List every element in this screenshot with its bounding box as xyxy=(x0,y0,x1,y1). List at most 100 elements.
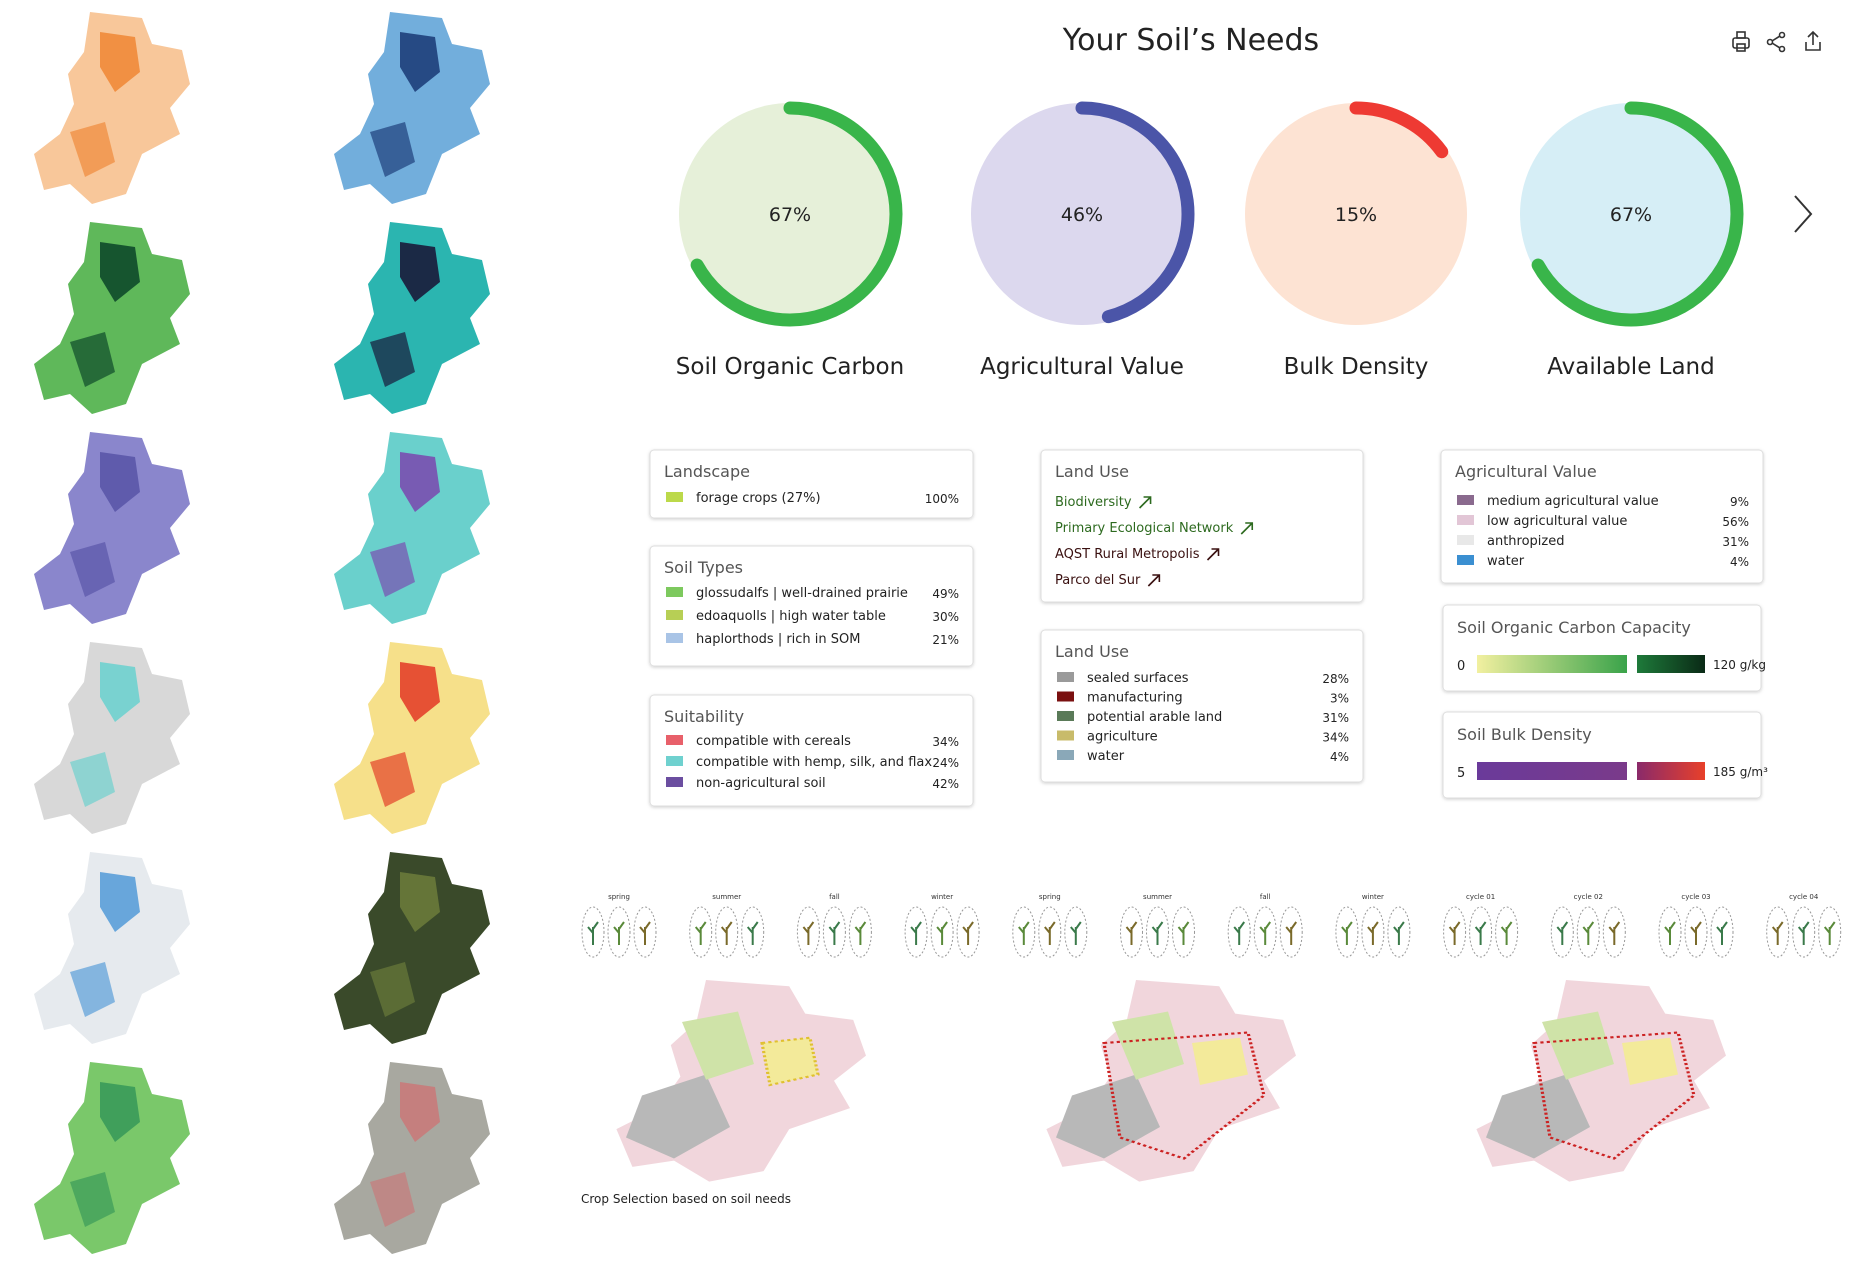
plant-frame xyxy=(1576,906,1600,958)
legend-percent: 24% xyxy=(932,756,959,770)
plant-icon xyxy=(1259,921,1272,945)
plant-icon xyxy=(1797,921,1810,945)
legend-panel xyxy=(649,449,974,519)
next-arrow[interactable] xyxy=(1794,195,1813,233)
link-arrow-icon[interactable] xyxy=(1240,522,1254,535)
map-patch xyxy=(370,752,415,807)
map-patch xyxy=(1112,1011,1184,1080)
legend-percent: 30% xyxy=(932,610,959,624)
plant-icon xyxy=(1608,921,1621,945)
plant-frame xyxy=(715,906,739,958)
caption: Crop Selection based on soil needs xyxy=(581,1192,791,1206)
panel-title: Soil Organic Carbon Capacity xyxy=(1457,618,1691,637)
map-area xyxy=(334,432,490,624)
plant-icon xyxy=(746,921,759,945)
gauge-background xyxy=(1245,103,1467,325)
plant-frame xyxy=(796,906,820,958)
map-patch xyxy=(400,452,440,512)
plant-frame xyxy=(1335,906,1359,958)
legend-percent: 4% xyxy=(1730,555,1749,569)
legend-panel xyxy=(1040,629,1364,783)
panel-title: Land Use xyxy=(1055,462,1129,481)
external-link[interactable]: Primary Ecological Network xyxy=(1055,521,1234,536)
legend-label: edoaquolls | high water table xyxy=(696,609,886,624)
legend-swatch xyxy=(1057,711,1074,721)
legend-swatch xyxy=(1057,672,1074,682)
plant-icon xyxy=(1556,921,1569,945)
gauge-arc xyxy=(690,101,903,327)
map-patch xyxy=(100,242,140,302)
plant-icon xyxy=(1070,921,1082,945)
map-patch xyxy=(100,872,140,932)
map-thumbnail xyxy=(34,1062,190,1254)
plant-frame xyxy=(633,906,657,958)
plant-icon xyxy=(639,921,651,945)
plant-frame xyxy=(689,906,713,958)
legend-label: low agricultural value xyxy=(1487,514,1627,529)
stage-label: cycle 01 xyxy=(1466,893,1495,901)
map-area xyxy=(34,432,190,624)
links-panel xyxy=(1040,449,1364,603)
legend-label: non-agricultural soil xyxy=(696,776,826,791)
plant-frame xyxy=(1172,906,1195,958)
stage-label: fall xyxy=(1260,893,1271,901)
map-patch xyxy=(400,242,440,302)
panel-title: Agricultural Value xyxy=(1455,462,1597,481)
plant-icon xyxy=(1018,921,1030,945)
plant-icon xyxy=(1151,921,1164,945)
plant-frame xyxy=(848,906,872,958)
export-button[interactable] xyxy=(1805,30,1821,51)
link-arrow-icon[interactable] xyxy=(1138,496,1152,509)
plant-icon xyxy=(1500,921,1513,945)
stage-label: summer xyxy=(712,893,741,901)
plant-icon xyxy=(587,921,599,945)
plant-icon xyxy=(1367,921,1379,945)
plant-icon xyxy=(802,921,815,945)
stage-label: cycle 03 xyxy=(1681,893,1710,901)
link-arrow-icon[interactable] xyxy=(1147,574,1161,587)
plant-frame xyxy=(1684,906,1708,958)
legend-percent: 3% xyxy=(1330,692,1349,706)
map-area xyxy=(1476,980,1726,1182)
map-area xyxy=(334,852,490,1044)
map-thumbnail xyxy=(34,222,190,414)
plant-frame xyxy=(1012,906,1036,958)
plant-frame xyxy=(1443,906,1467,958)
legend-percent: 4% xyxy=(1330,750,1349,764)
stage-label: spring xyxy=(608,893,630,901)
external-link[interactable]: Parco del Sur xyxy=(1055,573,1141,588)
legend-swatch xyxy=(1457,495,1474,505)
map-patch xyxy=(370,542,415,597)
map-patch xyxy=(70,1172,115,1227)
map-area xyxy=(1046,980,1296,1182)
plant-icon xyxy=(828,921,841,945)
plant-frame xyxy=(1120,906,1143,958)
map-area xyxy=(34,1062,190,1254)
map-thumbnail xyxy=(34,12,190,204)
map-patch xyxy=(70,542,115,597)
external-link[interactable]: AQST Rural Metropolis xyxy=(1055,547,1200,562)
legend-percent: 34% xyxy=(932,735,959,749)
map-area xyxy=(34,642,190,834)
plant-frame xyxy=(1146,906,1169,958)
legend-swatch xyxy=(666,610,683,620)
plant-frame xyxy=(1602,906,1626,958)
map-thumbnail xyxy=(34,432,190,624)
scale-max: 120 g/kg xyxy=(1713,658,1766,672)
map-area xyxy=(334,222,490,414)
plant-icon xyxy=(1582,921,1595,945)
print-button[interactable] xyxy=(1732,31,1750,52)
legend-swatch xyxy=(666,735,683,745)
plant-frame xyxy=(1469,906,1493,958)
gauge-value: 67% xyxy=(1610,204,1652,226)
plant-icon xyxy=(1716,921,1728,945)
share-button[interactable] xyxy=(1766,31,1786,53)
legend-swatch xyxy=(666,492,683,502)
legend-swatch xyxy=(1057,730,1074,741)
plant-frame xyxy=(930,906,954,958)
external-link[interactable]: Biodiversity xyxy=(1055,495,1132,510)
legend-panel xyxy=(649,545,974,667)
link-arrow-icon[interactable] xyxy=(1206,548,1220,561)
plant-icon xyxy=(720,921,733,945)
legend-label: sealed surfaces xyxy=(1087,671,1189,686)
